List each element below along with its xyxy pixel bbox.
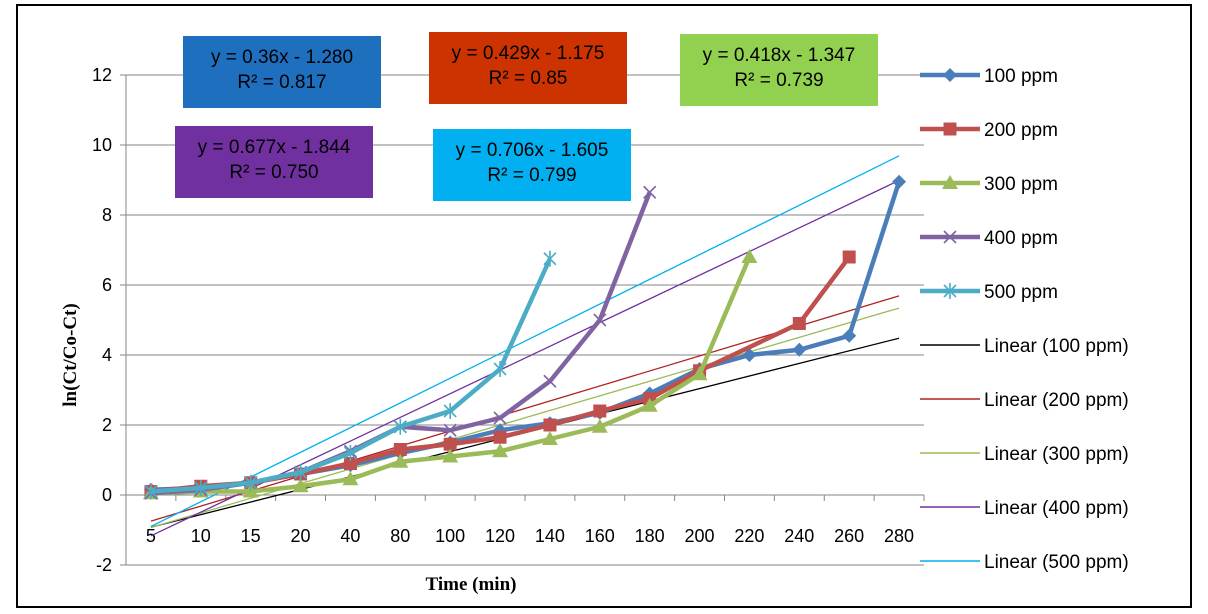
legend-marker-500-ppm — [943, 283, 957, 299]
equation-400ppm: y = 0.677x - 1.844 — [197, 137, 351, 158]
point-400-ppm-180 — [643, 185, 657, 199]
point-200-ppm-140 — [543, 418, 557, 432]
point-500-ppm-120 — [493, 361, 507, 377]
legend-label-300-ppm: 300 ppm — [984, 174, 1058, 195]
equation-box-400ppm: y = 0.677x - 1.844 R² = 0.750 — [175, 126, 373, 198]
r2-200ppm: R² = 0.85 — [488, 68, 568, 89]
x-tick-label-80: 80 — [390, 526, 410, 546]
y-tick-label-2: 2 — [102, 415, 112, 435]
point-200-ppm-160 — [593, 404, 607, 418]
x-tick-label-180: 180 — [635, 526, 665, 546]
legend-label-500-ppm: 500 ppm — [984, 282, 1058, 303]
point-100-ppm-260 — [842, 328, 857, 343]
point-300-ppm-20 — [292, 478, 309, 493]
point-100-ppm-220 — [742, 348, 757, 362]
point-500-ppm-5 — [144, 483, 158, 500]
equation-box-100ppm: y = 0.36x - 1.280 R² = 0.817 — [183, 36, 381, 108]
equation-100ppm: y = 0.36x - 1.280 — [210, 47, 354, 68]
x-tick-label-280: 280 — [884, 526, 914, 546]
point-400-ppm-100 — [443, 423, 457, 437]
x-tick-label-40: 40 — [340, 526, 360, 546]
point-300-ppm-120 — [492, 443, 509, 458]
x-tick-label-140: 140 — [535, 526, 565, 546]
point-200-ppm-240 — [792, 317, 806, 330]
legend-label-400-ppm: 400 ppm — [984, 228, 1058, 249]
point-500-ppm-140 — [543, 250, 557, 267]
legend-label-linear-400-ppm-: Linear (400 ppm) — [984, 498, 1129, 519]
y-tick-label-12: 12 — [92, 65, 112, 85]
point-100-ppm-240 — [792, 342, 807, 357]
y-tick-label-8: 8 — [102, 205, 112, 225]
y-tick-label-6: 6 — [102, 275, 112, 295]
x-tick-label-260: 260 — [834, 526, 864, 546]
equation-box-500ppm: y = 0.706x - 1.605 R² = 0.799 — [433, 129, 631, 201]
point-200-ppm-80 — [393, 443, 407, 456]
point-300-ppm-100 — [442, 448, 459, 463]
point-100-ppm-280 — [892, 174, 907, 189]
r2-100ppm: R² = 0.817 — [237, 72, 327, 93]
x-tick-label-15: 15 — [241, 526, 261, 546]
equation-box-300ppm: y = 0.418x - 1.347 R² = 0.739 — [680, 34, 878, 106]
point-300-ppm-40 — [342, 471, 359, 486]
axes: -2 0 2 4 6 8 10 12 5 10 15 20 40 80 100 120 140 160 180 200… — [92, 65, 925, 575]
equation-box-200ppm: y = 0.429x - 1.175 R² = 0.85 — [429, 32, 627, 104]
equation-200ppm: y = 0.429x - 1.175 — [451, 43, 605, 64]
x-tick-label-220: 220 — [734, 526, 764, 546]
trendline-linear-500-ppm- — [150, 155, 900, 528]
y-tick-label-4: 4 — [102, 345, 112, 365]
point-300-ppm-160 — [591, 418, 608, 433]
equation-300ppm: y = 0.418x - 1.347 — [702, 45, 856, 66]
legend-marker-300-ppm — [942, 175, 958, 189]
x-tick-label-240: 240 — [784, 526, 814, 546]
legend-label-100-ppm: 100 ppm — [984, 66, 1058, 87]
y-tick-label-0: 0 — [102, 485, 112, 505]
r2-500ppm: R² = 0.799 — [487, 165, 577, 186]
point-200-ppm-260 — [842, 250, 856, 264]
legend-label-linear-100-ppm-: Linear (100 ppm) — [984, 336, 1129, 357]
y-axis-title: ln(Ct/Co-Ct) — [60, 303, 81, 406]
point-200-ppm-120 — [493, 430, 507, 444]
x-axis-title: Time (min) — [426, 574, 517, 595]
y-tick-label-10: 10 — [92, 135, 112, 155]
point-300-ppm-220 — [741, 249, 758, 263]
x-tick-label-5: 5 — [146, 526, 156, 546]
r2-400ppm: R² = 0.750 — [229, 162, 319, 183]
point-500-ppm-100 — [443, 403, 457, 419]
x-tick-label-20: 20 — [291, 526, 311, 546]
chart-frame — [16, 4, 1192, 608]
legend-label-linear-300-ppm-: Linear (300 ppm) — [984, 444, 1129, 465]
point-300-ppm-180 — [641, 397, 658, 412]
point-500-ppm-40 — [343, 445, 358, 461]
x-tick-label-10: 10 — [191, 526, 211, 546]
legend-label-linear-500-ppm-: Linear (500 ppm) — [984, 552, 1129, 573]
point-300-ppm-200 — [691, 366, 708, 381]
data-series — [142, 174, 907, 500]
legend-marker-200-ppm — [943, 122, 957, 136]
legend-label-linear-200-ppm-: Linear (200 ppm) — [984, 390, 1129, 411]
point-200-ppm-100 — [443, 437, 457, 451]
point-300-ppm-140 — [541, 431, 558, 445]
r2-300ppm: R² = 0.739 — [734, 70, 824, 91]
point-200-ppm-40 — [343, 457, 357, 470]
point-400-ppm-140 — [543, 374, 557, 388]
x-tick-label-100: 100 — [435, 526, 465, 546]
point-300-ppm-80 — [392, 453, 409, 468]
point-400-ppm-120 — [493, 411, 507, 425]
point-400-ppm-160 — [593, 313, 607, 327]
legend-marker-400-ppm — [943, 230, 957, 244]
legend: 100 ppm 200 ppm 300 ppm 400 ppm 500 ppm Linea… — [920, 66, 1129, 573]
x-tick-label-200: 200 — [685, 526, 715, 546]
x-tick-label-160: 160 — [585, 526, 615, 546]
x-tick-label-120: 120 — [485, 526, 515, 546]
point-500-ppm-20 — [293, 464, 308, 481]
legend-label-200-ppm: 200 ppm — [984, 120, 1058, 141]
equation-500ppm: y = 0.706x - 1.605 — [455, 140, 609, 161]
y-tick-label--2: -2 — [96, 555, 112, 575]
point-500-ppm-15 — [244, 474, 258, 491]
point-500-ppm-10 — [194, 480, 208, 496]
point-500-ppm-80 — [393, 418, 407, 435]
legend-marker-100-ppm — [943, 68, 957, 82]
